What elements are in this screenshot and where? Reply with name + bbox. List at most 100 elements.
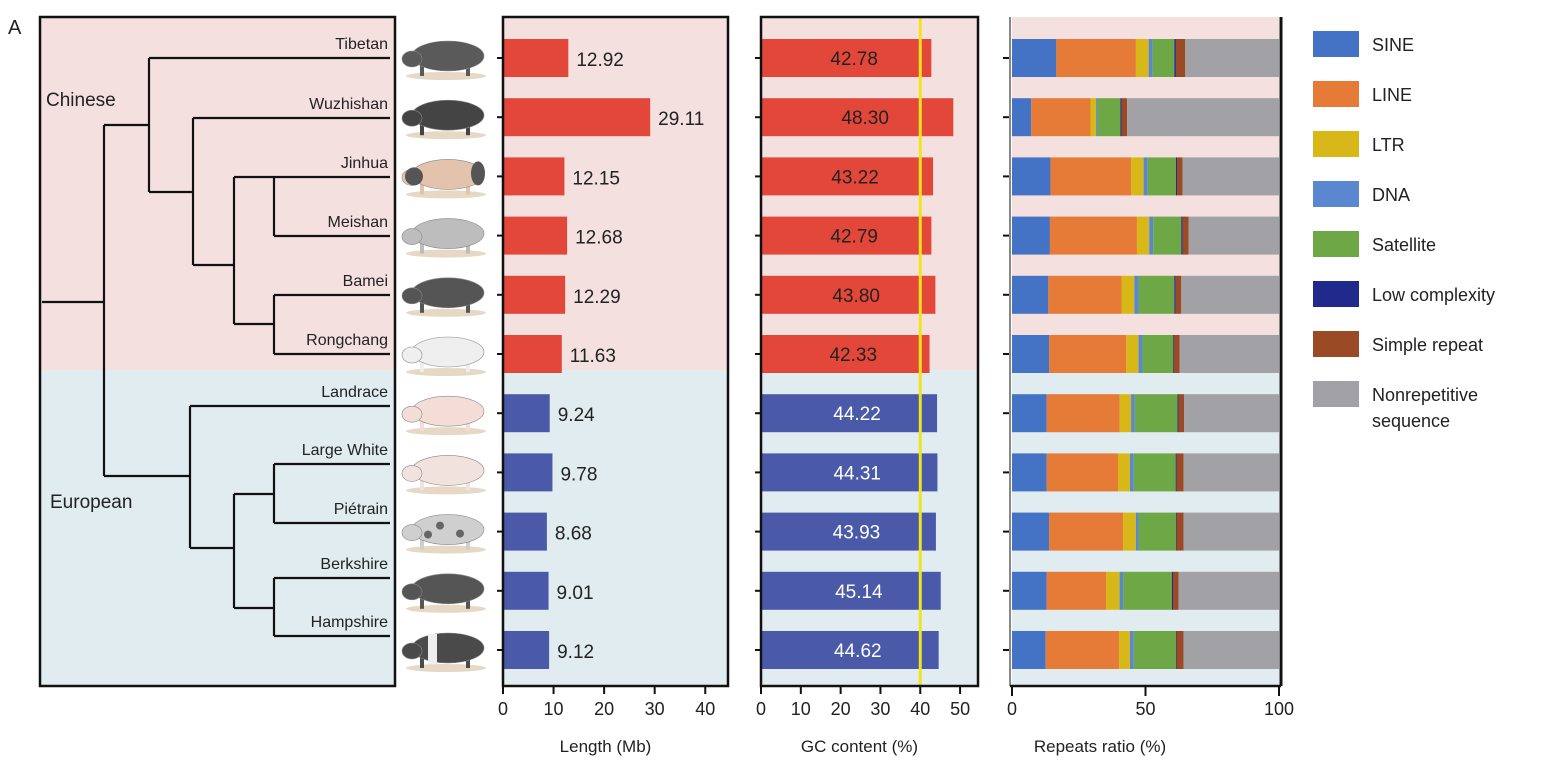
- stacked-segment-line: [1056, 39, 1136, 77]
- data-label: 44.31: [833, 463, 881, 484]
- pig-shadow: [406, 545, 486, 554]
- pig-body: [411, 218, 485, 249]
- legend-label: SINE: [1372, 35, 1414, 55]
- pig-head: [401, 405, 423, 423]
- legend-label: Low complexity: [1372, 285, 1495, 305]
- pig-leg: [466, 358, 470, 372]
- stacked-segment-nonrepetitive-sequence: [1183, 631, 1279, 669]
- data-label: 42.33: [829, 345, 877, 366]
- stacked-segment-nonrepetitive-sequence: [1181, 275, 1279, 314]
- bar: [503, 39, 569, 77]
- legend-swatch: [1313, 81, 1359, 107]
- stacked-segment-satellite: [1133, 631, 1176, 669]
- data-label: 43.80: [832, 286, 880, 307]
- data-label: 12.68: [575, 228, 623, 249]
- stacked-segment-nonrepetitive-sequence: [1178, 571, 1279, 610]
- stacked-segment-low-complexity: [1173, 335, 1174, 373]
- pig-body: [411, 336, 485, 368]
- stacked-segment-nonrepetitive-sequence: [1185, 39, 1279, 77]
- tree-frame: [38, 15, 397, 688]
- stacked-segment-dna: [1131, 394, 1135, 433]
- stacked-segment-sine: [1012, 157, 1051, 196]
- data-label: 42.78: [830, 49, 878, 70]
- pig-leg: [420, 476, 424, 491]
- x-tick-label: 50: [950, 699, 970, 719]
- pig-head: [401, 228, 423, 245]
- stacked-segment-low-complexity: [1171, 571, 1174, 610]
- stacked-segment-sine: [1012, 571, 1047, 610]
- bar: [761, 631, 939, 669]
- stacked-segment-line: [1049, 512, 1124, 551]
- pig-leg: [466, 298, 470, 313]
- pig-icon: [401, 99, 486, 140]
- bar: [761, 216, 932, 255]
- pig-body: [411, 99, 485, 131]
- pig-leg: [420, 417, 424, 432]
- bar: [503, 98, 651, 137]
- data-label: 44.22: [833, 404, 881, 425]
- legend-swatch: [1313, 381, 1359, 407]
- stacked-segment-sine: [1012, 453, 1047, 492]
- stacked-segment-simple-repeat: [1178, 394, 1185, 433]
- stacked-segment-nonrepetitive-sequence: [1182, 157, 1279, 196]
- stacked-segment-satellite: [1142, 335, 1174, 373]
- pig-body: [411, 514, 485, 545]
- stacked-segment-low-complexity: [1120, 98, 1122, 137]
- x-tick-label: 30: [870, 699, 890, 719]
- pig-body: [411, 277, 485, 309]
- stacked-segment-satellite: [1123, 571, 1172, 610]
- stacked-segment-dna: [1130, 631, 1134, 669]
- breed-label: Jinhua: [341, 155, 388, 172]
- data-label: 11.63: [570, 346, 616, 367]
- pig-body: [411, 395, 485, 427]
- pig-shadow: [406, 368, 486, 376]
- pig-leg: [420, 62, 424, 76]
- data-label: 43.22: [831, 167, 879, 188]
- pig-shadow: [406, 249, 486, 258]
- pig-body: [411, 632, 485, 664]
- pig-belt: [428, 634, 437, 664]
- stacked-segment-dna: [1149, 216, 1154, 255]
- stacked-segment-sine: [1012, 275, 1049, 314]
- pig-leg: [466, 535, 470, 550]
- x-tick-label: 10: [791, 699, 811, 719]
- stacked-segment-simple-repeat: [1173, 571, 1179, 610]
- pig-leg: [466, 239, 470, 254]
- pig-black-rump: [471, 161, 485, 186]
- chart-frame: [501, 15, 730, 688]
- stacked-segment-dna: [1119, 571, 1124, 610]
- legend-swatch: [1313, 281, 1359, 307]
- x-axis-label: Repeats ratio (%): [1034, 737, 1166, 756]
- stacked-segment-line: [1048, 275, 1122, 314]
- data-label: 9.24: [558, 405, 595, 426]
- length-chart: 12.92 29.11 12.15 12.68 12.29 11.63 9.24 9.78 8.…: [497, 15, 730, 756]
- data-label: 8.68: [555, 524, 592, 545]
- bar: [503, 631, 550, 669]
- pig-leg: [466, 417, 470, 432]
- stacked-segment-simple-repeat: [1176, 453, 1184, 492]
- stacked-segment-simple-repeat: [1175, 39, 1186, 77]
- european-background: [40, 370, 395, 686]
- pig-spot: [424, 530, 432, 539]
- stacked-segment-simple-repeat: [1121, 98, 1128, 137]
- breed-label: Tibetan: [335, 36, 388, 53]
- stacked-segment-low-complexity: [1181, 216, 1183, 255]
- bar: [503, 157, 565, 196]
- x-tick-label: 40: [910, 699, 930, 719]
- legend-label: Simple repeat: [1372, 335, 1483, 355]
- data-label: 9.78: [560, 464, 597, 485]
- pig-icon: [401, 40, 486, 80]
- data-label: 12.92: [576, 50, 624, 71]
- stacked-segment-sine: [1012, 512, 1050, 551]
- legend-swatch: [1313, 181, 1359, 207]
- pig-head: [401, 346, 423, 364]
- pig-leg: [466, 180, 470, 195]
- pig-icon: [401, 514, 486, 554]
- pig-shadow: [406, 131, 486, 140]
- stacked-segment-dna: [1134, 275, 1139, 314]
- bar: [503, 571, 549, 610]
- repeats-ratio-chart: 0 50 100 Repeats ratio (%): [1003, 17, 1294, 756]
- stacked-segment-sine: [1012, 98, 1032, 137]
- stacked-segment-low-complexity: [1175, 157, 1178, 196]
- pig-shadow: [406, 604, 486, 613]
